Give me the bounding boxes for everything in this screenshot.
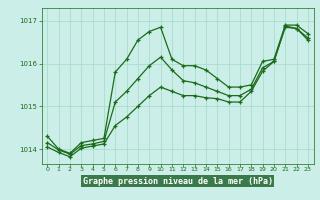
X-axis label: Graphe pression niveau de la mer (hPa): Graphe pression niveau de la mer (hPa)	[83, 177, 273, 186]
